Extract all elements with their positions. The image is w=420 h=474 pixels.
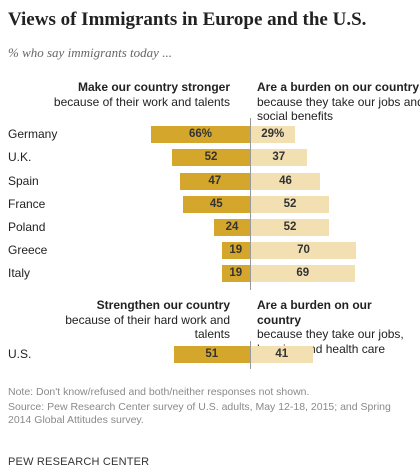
europe-stronger-header-rest: because of their work and talents <box>53 94 230 109</box>
value-burden-u-s: 41 <box>275 348 289 360</box>
chart-title: Views of Immigrants in Europe and the U.… <box>8 9 367 30</box>
value-stronger-greece: 19 <box>229 244 243 256</box>
value-stronger-germany: 66% <box>188 128 213 140</box>
bar-burden-italy <box>251 265 355 282</box>
us-stronger-header-rest: because of their hard work and talents <box>65 312 230 342</box>
bar-stronger-greece <box>221 242 250 259</box>
bar-burden-poland <box>251 219 329 236</box>
bar-stronger-poland <box>214 219 250 236</box>
value-burden-u-k: 37 <box>272 151 286 163</box>
country-label-u-k: U.K. <box>8 150 32 164</box>
us-burden-header-bold: Are a burden on our country <box>257 298 372 327</box>
country-label-poland: Poland <box>8 220 46 234</box>
europe-burden-header-rest: because they take our jobs and social be… <box>257 94 420 124</box>
value-stronger-u-k: 52 <box>204 151 218 163</box>
bar-stronger-u-k <box>172 149 250 166</box>
bar-burden-france <box>251 196 329 213</box>
value-stronger-spain: 47 <box>208 175 222 187</box>
value-burden-germany: 29% <box>261 128 285 140</box>
value-stronger-u-s: 51 <box>205 348 219 360</box>
chart-source: Source: Pew Research Center survey of U.… <box>8 401 391 426</box>
bar-burden-spain <box>251 173 320 190</box>
value-burden-spain: 46 <box>279 175 292 187</box>
value-stronger-italy: 19 <box>229 267 243 279</box>
bar-burden-u-s <box>251 346 313 363</box>
country-label-greece: Greece <box>8 243 48 257</box>
bar-stronger-germany <box>151 126 250 143</box>
europe-burden-header: Are a burden on our country because they … <box>257 80 420 124</box>
country-label-spain: Spain <box>8 174 39 188</box>
bar-stronger-france <box>182 196 250 213</box>
bar-burden-germany <box>251 126 295 143</box>
bar-burden-u-k <box>251 149 307 166</box>
us-stronger-header-bold: Strengthen our country <box>96 298 230 312</box>
value-stronger-france: 45 <box>209 198 223 210</box>
country-label-france: France <box>8 197 46 211</box>
value-burden-greece: 70 <box>297 244 310 256</box>
europe-stronger-header-bold: Make our country stronger <box>77 80 230 94</box>
country-label-germany: Germany <box>8 127 58 141</box>
chart-note: Note: Don't know/refused and both/neithe… <box>8 386 310 398</box>
bar-stronger-spain <box>179 173 250 190</box>
org-name: PEW RESEARCH CENTER <box>8 456 150 468</box>
value-burden-poland: 52 <box>283 221 297 233</box>
europe-burden-header-bold: Are a burden on our country <box>257 80 420 94</box>
value-stronger-poland: 24 <box>225 221 239 233</box>
chart-subtitle: % who say immigrants today ... <box>8 45 172 60</box>
country-label-italy: Italy <box>8 266 31 280</box>
country-label-u-s: U.S. <box>8 347 32 361</box>
value-burden-italy: 69 <box>296 267 310 279</box>
europe-stronger-header: Make our country stronger because of the… <box>30 80 230 109</box>
europe-center-axis <box>250 118 251 290</box>
bar-burden-greece <box>251 242 356 259</box>
us-stronger-header: Strengthen our country because of their h… <box>44 298 230 342</box>
us-center-axis <box>250 341 251 369</box>
bar-stronger-u-s <box>173 346 250 363</box>
bar-stronger-italy <box>221 265 250 282</box>
value-burden-france: 52 <box>283 198 297 210</box>
